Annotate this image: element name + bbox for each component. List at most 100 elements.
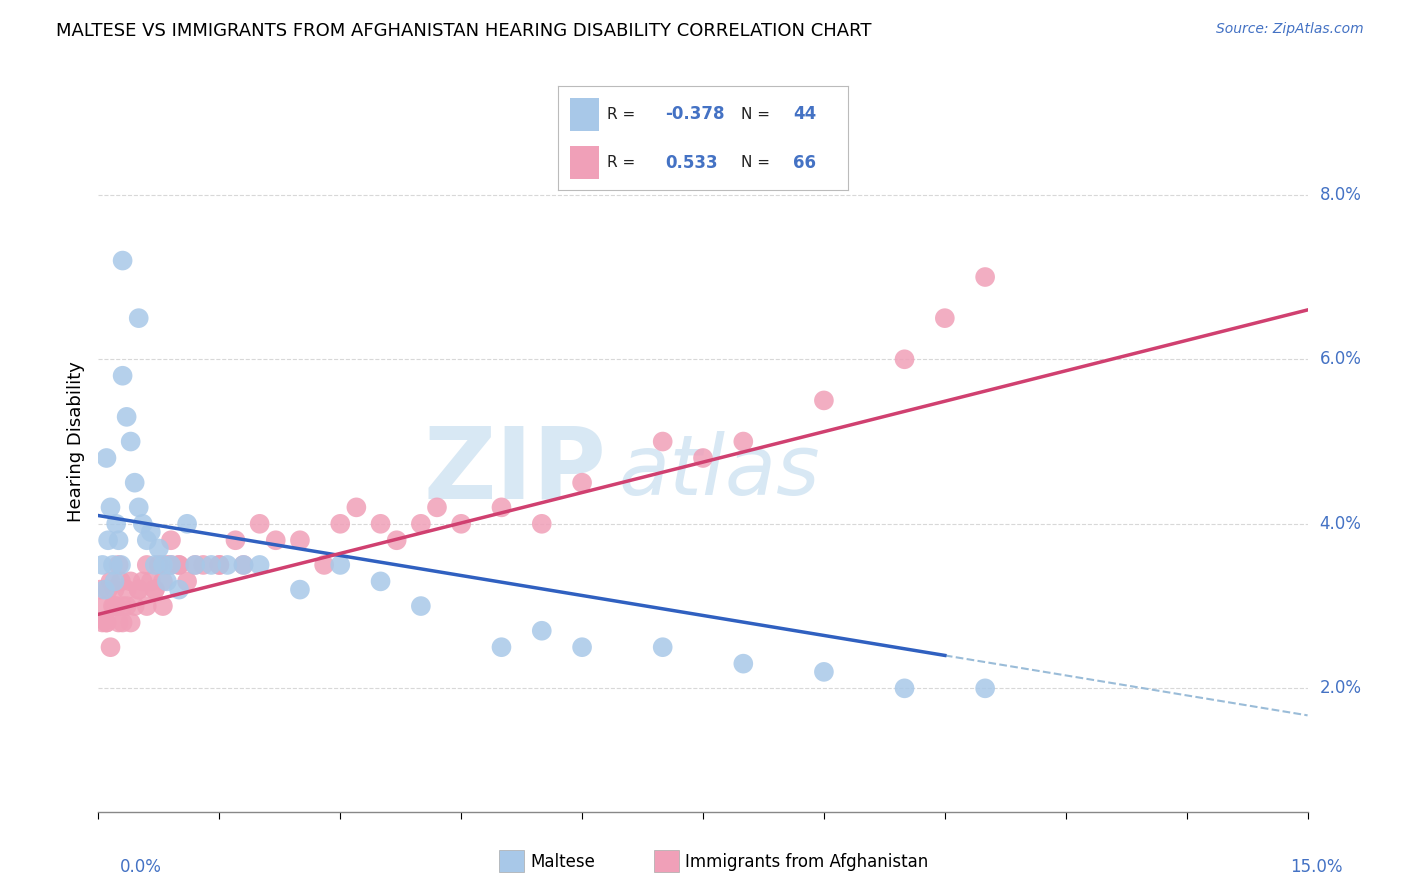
Point [91, 558, 114, 572]
Point [103, 599, 125, 613]
Point [217, 558, 239, 572]
Point [160, 558, 183, 572]
Point [491, 500, 513, 515]
Point [135, 558, 157, 572]
Point [156, 574, 179, 589]
Point [329, 516, 352, 531]
Point [96, 450, 118, 465]
Point [124, 475, 146, 490]
Point [128, 500, 150, 515]
Text: Maltese: Maltese [530, 853, 595, 871]
Point [135, 599, 157, 613]
Point [128, 311, 150, 326]
Point [249, 516, 271, 531]
Point [288, 582, 311, 597]
Point [120, 574, 142, 589]
Point [208, 558, 231, 572]
Point [160, 533, 183, 548]
Point [132, 574, 155, 589]
Text: Immigrants from Afghanistan: Immigrants from Afghanistan [685, 853, 928, 871]
Point [893, 681, 915, 696]
Point [105, 599, 128, 613]
Point [571, 475, 593, 490]
Point [409, 599, 432, 613]
Point [94, 582, 117, 597]
Point [124, 599, 146, 613]
Point [120, 615, 142, 630]
Point [193, 558, 215, 572]
Point [110, 558, 132, 572]
Text: ZIP: ZIP [423, 423, 606, 520]
Point [167, 558, 190, 572]
Point [135, 533, 157, 548]
Point [105, 516, 128, 531]
Point [148, 558, 170, 572]
Point [91, 615, 114, 630]
Point [249, 558, 271, 572]
Point [152, 599, 174, 613]
Text: 2.0%: 2.0% [1320, 680, 1361, 698]
Point [530, 624, 553, 638]
Point [200, 558, 222, 572]
Text: atlas: atlas [619, 431, 820, 512]
Point [100, 500, 122, 515]
Point [184, 558, 207, 572]
Point [409, 516, 432, 531]
Point [232, 558, 254, 572]
Point [571, 640, 593, 655]
Point [100, 574, 122, 589]
Point [115, 409, 138, 424]
Point [651, 434, 673, 449]
Point [160, 558, 183, 572]
Text: 15.0%: 15.0% [1291, 858, 1343, 876]
Point [101, 599, 124, 613]
Point [288, 533, 311, 548]
Point [96, 615, 118, 630]
Point [329, 558, 352, 572]
Point [103, 582, 125, 597]
Point [385, 533, 408, 548]
Text: 6.0%: 6.0% [1320, 351, 1361, 368]
Point [128, 582, 150, 597]
Point [733, 434, 755, 449]
Point [115, 599, 138, 613]
Point [426, 500, 449, 515]
Point [370, 516, 392, 531]
Point [100, 640, 122, 655]
Point [94, 599, 117, 613]
Y-axis label: Hearing Disability: Hearing Disability [66, 361, 84, 522]
Point [344, 500, 367, 515]
Point [530, 516, 553, 531]
Point [491, 640, 513, 655]
Point [974, 270, 997, 285]
Point [139, 574, 162, 589]
Point [143, 558, 166, 572]
Point [97, 582, 120, 597]
Point [139, 524, 162, 539]
Point [370, 574, 392, 589]
Text: 4.0%: 4.0% [1320, 515, 1361, 533]
Point [128, 582, 150, 597]
Point [893, 352, 915, 367]
Point [184, 558, 207, 572]
Point [96, 615, 118, 630]
Point [111, 615, 134, 630]
Point [107, 615, 129, 630]
Point [176, 574, 198, 589]
Point [208, 558, 231, 572]
Point [156, 558, 179, 572]
Point [232, 558, 254, 572]
Point [167, 558, 190, 572]
Point [143, 582, 166, 597]
Point [101, 558, 124, 572]
Point [107, 558, 129, 572]
Point [120, 434, 142, 449]
Point [167, 582, 190, 597]
Point [152, 558, 174, 572]
Point [974, 681, 997, 696]
Point [224, 533, 246, 548]
Point [107, 533, 129, 548]
Point [152, 574, 174, 589]
Point [97, 533, 120, 548]
Point [733, 657, 755, 671]
